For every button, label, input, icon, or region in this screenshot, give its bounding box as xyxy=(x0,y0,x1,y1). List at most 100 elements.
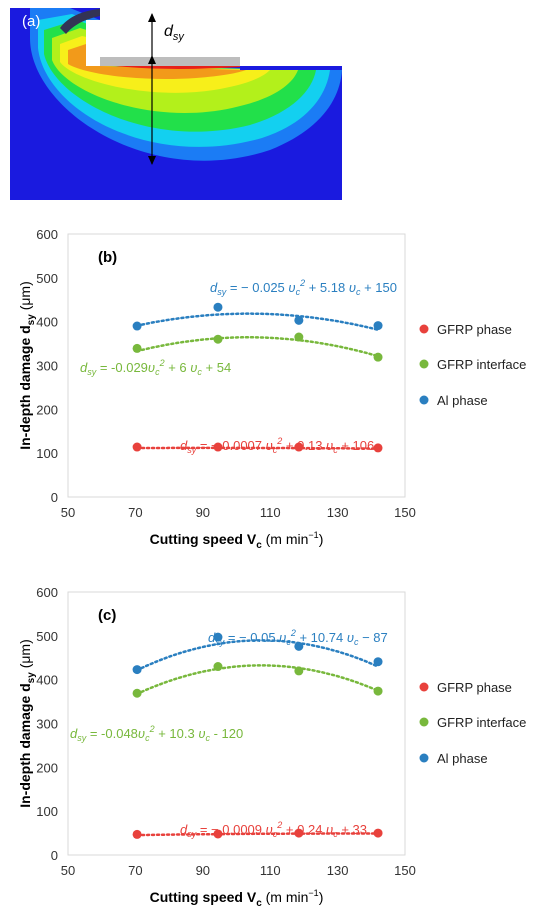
equation-lhs-sub: sy xyxy=(87,367,97,377)
equation-var2: υ xyxy=(347,630,354,645)
equation-part1: = -0.029 xyxy=(96,360,148,375)
data-point xyxy=(373,321,383,331)
trendline xyxy=(135,639,380,672)
equation-var2-sub: c xyxy=(333,445,338,455)
trendline-equation: dsy = − 0.0009 υc2 + 0.24 υc + 33 xyxy=(180,820,367,839)
equation-var2: υ xyxy=(190,360,197,375)
equation-var: υ xyxy=(279,630,286,645)
equation-var2-sub: c xyxy=(356,287,361,297)
data-point xyxy=(294,332,304,342)
y-tick-label: 100 xyxy=(36,446,58,461)
equation-part3: + 106 xyxy=(338,438,375,453)
x-tick-label: 110 xyxy=(260,505,281,520)
y-axis-label-text: In-depth damage d xyxy=(17,325,33,449)
chart-c-panel: 0 100 200 300 400 500 600 50 70 90 110 130 150 Cuttin… xyxy=(0,580,550,910)
equation-part2: + 6 xyxy=(165,360,191,375)
y-axis-label: In-depth damage dsy (μm) xyxy=(17,281,37,450)
x-tick-label: 110 xyxy=(260,863,281,878)
trendline-equation: dsy = − 0.05 υc2 + 10.74 υc − 87 xyxy=(208,628,388,647)
data-point xyxy=(213,829,223,839)
x-axis-label-text: Cutting speed V xyxy=(150,889,257,905)
legend-label: GFRP interface xyxy=(437,715,526,730)
dimension-subscript: sy xyxy=(173,31,186,43)
x-axis-label-close: ) xyxy=(319,889,324,905)
equation-lhs-sub: sy xyxy=(77,733,87,743)
data-point xyxy=(294,442,304,452)
chart-panel-label: (c) xyxy=(98,607,116,624)
y-tick-label: 600 xyxy=(36,227,58,242)
equation-lhs: d xyxy=(180,822,188,837)
chart-b: 0 100 200 300 400 500 600 50 70 90 110 130 150 Cuttin… xyxy=(17,227,526,551)
data-point xyxy=(132,665,142,675)
x-tick-label: 90 xyxy=(196,863,210,878)
fe-band-orange xyxy=(68,44,246,80)
fe-upper-cutout xyxy=(100,8,342,57)
equation-lhs-sub: sy xyxy=(187,445,197,455)
chart-c: 0 100 200 300 400 500 600 50 70 90 110 130 150 Cuttin… xyxy=(17,585,526,909)
y-tick-label: 0 xyxy=(51,848,58,863)
equation-part1: = − 0.05 xyxy=(224,630,279,645)
y-tick-label: 100 xyxy=(36,804,58,819)
y-tick-label: 200 xyxy=(36,402,58,417)
equation-part1: = − 0.0009 xyxy=(196,822,265,837)
fe-right-cutout xyxy=(240,57,342,67)
equation-var-sub: c xyxy=(155,367,160,377)
data-point xyxy=(132,343,142,353)
trendline-equation: dsy = − 0.025 υc2 + 5.18 υc + 150 xyxy=(210,278,397,297)
y-axis-label-unit: (μm) xyxy=(17,281,33,314)
x-tick-label: 50 xyxy=(61,505,75,520)
plot-area xyxy=(67,233,406,498)
equation-sup: 2 xyxy=(276,436,282,446)
data-point xyxy=(373,352,383,362)
x-tick-label: 70 xyxy=(128,863,142,878)
trendline-equation: dsy = -0.048υc2 + 10.3 υc - 120 xyxy=(70,724,243,743)
y-axis-label-text: In-depth damage d xyxy=(17,683,33,807)
data-point xyxy=(373,443,383,453)
equation-var2: υ xyxy=(326,438,333,453)
legend-marker xyxy=(419,359,429,369)
equation-part2: + 10.74 xyxy=(296,630,347,645)
y-axis-label-unit: (μm) xyxy=(17,639,33,672)
plot-area xyxy=(67,591,406,856)
y-axis-label-sub: sy xyxy=(26,672,37,684)
equation-lhs-sub: sy xyxy=(187,829,197,839)
y-tick-label: 0 xyxy=(51,490,58,505)
x-axis-label-sub: c xyxy=(256,540,262,551)
y-tick-label: 500 xyxy=(36,629,58,644)
data-point xyxy=(213,632,223,642)
equation-lhs: d xyxy=(180,438,188,453)
x-axis-label-unit: (m min xyxy=(262,531,309,547)
legend-marker xyxy=(419,324,429,334)
equation-var2: υ xyxy=(198,726,205,741)
fe-tool-body xyxy=(100,57,340,66)
data-point xyxy=(213,442,223,452)
trendline-equation: dsy = -0.029υc2 + 6 υc + 54 xyxy=(80,358,231,377)
equation-var-sub: c xyxy=(273,829,278,839)
trendline xyxy=(135,336,380,358)
y-tick-label: 400 xyxy=(36,673,58,688)
legend-label: Al phase xyxy=(437,393,488,408)
dimension-arrow-mid xyxy=(148,55,156,64)
fe-band-yellow xyxy=(60,36,270,93)
equation-part3: + 54 xyxy=(202,360,231,375)
legend-marker xyxy=(419,717,429,727)
trendline xyxy=(135,664,380,696)
data-point xyxy=(213,334,223,344)
data-point xyxy=(373,686,383,696)
legend-label: GFRP phase xyxy=(437,680,512,695)
x-tick-label: 130 xyxy=(327,505,349,520)
equation-var2-sub: c xyxy=(197,367,202,377)
equation-var-sub: c xyxy=(296,287,301,297)
x-axis-label-unit-sup: −1 xyxy=(308,888,318,898)
dimension-arrow-top xyxy=(148,13,156,22)
y-tick-label: 400 xyxy=(36,315,58,330)
data-point xyxy=(373,657,383,667)
equation-lhs-sub: sy xyxy=(217,287,227,297)
data-point xyxy=(294,666,304,676)
x-tick-label: 150 xyxy=(394,505,416,520)
equation-part3: − 87 xyxy=(358,630,387,645)
data-point xyxy=(373,828,383,838)
x-tick-label: 70 xyxy=(128,505,142,520)
data-point xyxy=(213,302,223,312)
equation-part2: + 0.13 xyxy=(282,438,326,453)
